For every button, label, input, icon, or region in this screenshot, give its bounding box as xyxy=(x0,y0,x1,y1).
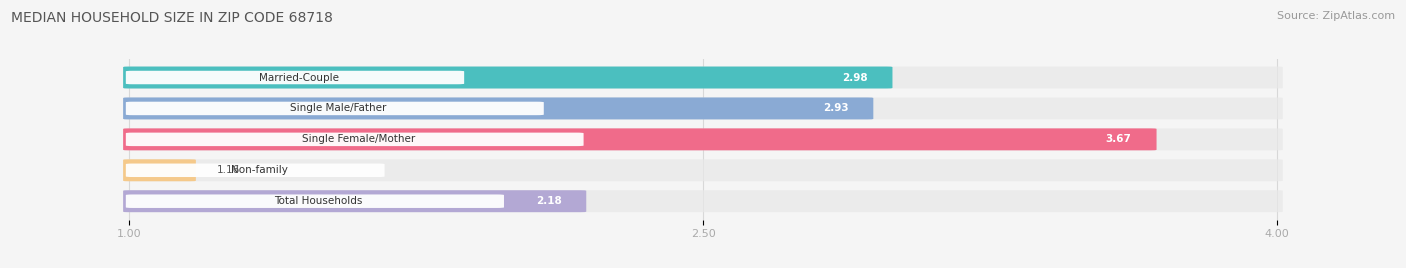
FancyBboxPatch shape xyxy=(125,102,544,115)
FancyBboxPatch shape xyxy=(124,128,1157,150)
FancyBboxPatch shape xyxy=(124,128,1282,150)
FancyBboxPatch shape xyxy=(124,66,1282,88)
Text: Source: ZipAtlas.com: Source: ZipAtlas.com xyxy=(1277,11,1395,21)
FancyBboxPatch shape xyxy=(124,190,586,212)
FancyBboxPatch shape xyxy=(125,163,385,177)
Text: 3.67: 3.67 xyxy=(1105,134,1132,144)
Text: 2.98: 2.98 xyxy=(842,73,868,83)
Text: Single Male/Father: Single Male/Father xyxy=(291,103,387,113)
Text: Non-family: Non-family xyxy=(231,165,287,175)
FancyBboxPatch shape xyxy=(124,98,873,120)
Text: MEDIAN HOUSEHOLD SIZE IN ZIP CODE 68718: MEDIAN HOUSEHOLD SIZE IN ZIP CODE 68718 xyxy=(11,11,333,25)
FancyBboxPatch shape xyxy=(124,190,1282,212)
FancyBboxPatch shape xyxy=(124,159,1282,181)
Text: 2.93: 2.93 xyxy=(823,103,848,113)
FancyBboxPatch shape xyxy=(125,195,503,208)
FancyBboxPatch shape xyxy=(124,159,195,181)
FancyBboxPatch shape xyxy=(124,66,893,88)
Text: Married-Couple: Married-Couple xyxy=(259,73,339,83)
Text: Single Female/Mother: Single Female/Mother xyxy=(302,134,415,144)
Text: Total Households: Total Households xyxy=(274,196,363,206)
FancyBboxPatch shape xyxy=(125,71,464,84)
Text: 2.18: 2.18 xyxy=(536,196,561,206)
Text: 1.16: 1.16 xyxy=(217,165,240,175)
FancyBboxPatch shape xyxy=(125,133,583,146)
FancyBboxPatch shape xyxy=(124,98,1282,120)
